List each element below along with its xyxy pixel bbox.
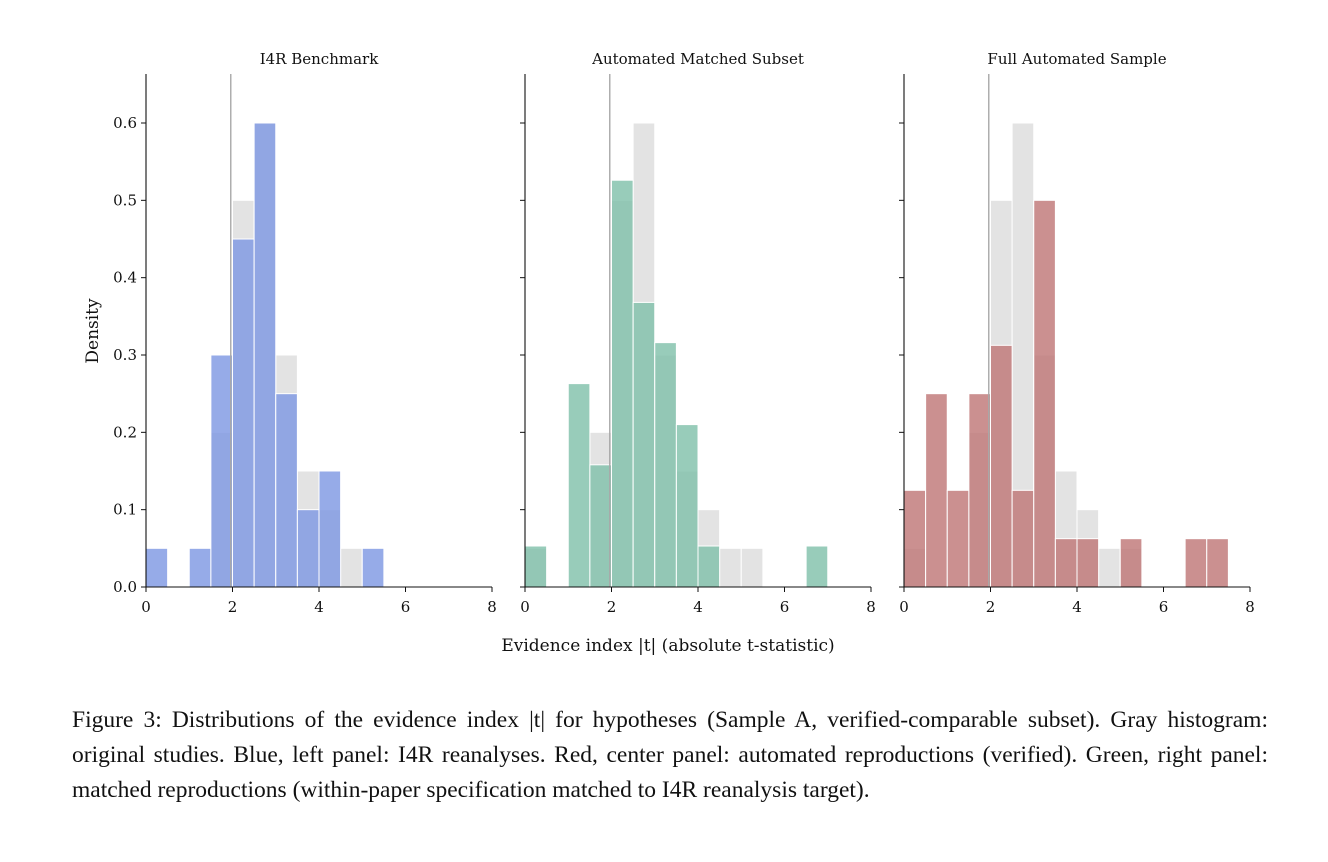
figure-caption: Figure 3: Distributions of the evidence …: [72, 707, 1268, 803]
reproduction-bar: [654, 342, 677, 588]
reproduction-bar: [253, 122, 277, 588]
panel-2: 0 2 4 6 8 Automated Matched Subset: [520, 50, 876, 616]
y-tick-label: 0.5: [113, 191, 137, 209]
reproduction-bar: [1076, 538, 1100, 588]
reproduction-bar: [567, 383, 591, 588]
original-bar: [740, 547, 764, 588]
reproduction-bar: [1184, 538, 1208, 588]
y-tick-label: 0.4: [113, 269, 137, 287]
x-tick-label: 4: [314, 598, 324, 616]
panel-1: 0 2 4 6 8 0.0 0.1 0.2 0.3 0.4 0.5 0.6 I4R Benchmark: [113, 50, 497, 616]
reproduction-bar: [675, 424, 699, 588]
y-tick-label: 0.3: [113, 346, 137, 364]
y-tick-label: 0.6: [113, 114, 137, 132]
reproduction-bar: [611, 179, 634, 588]
original-bar: [719, 547, 742, 588]
x-tick-label: 2: [986, 598, 996, 616]
original-bar: [340, 547, 363, 588]
reproduction-bar: [805, 545, 829, 588]
panel-title: I4R Benchmark: [260, 50, 379, 68]
x-tick-label: 4: [693, 598, 703, 616]
x-tick-label: 6: [780, 598, 790, 616]
reproduction-bar: [210, 354, 234, 588]
reproduction-bar: [697, 545, 721, 588]
reproduction-bar: [1033, 199, 1056, 588]
y-tick-label: 0.0: [113, 578, 137, 596]
x-tick-label: 0: [899, 598, 909, 616]
panel-title: Automated Matched Subset: [591, 50, 804, 68]
reproduction-bar: [632, 301, 656, 588]
x-tick-label: 6: [401, 598, 411, 616]
y-tick-label: 0.2: [113, 423, 137, 441]
reproduction-bar: [318, 470, 342, 588]
reproduction-histogram: [145, 122, 385, 588]
reproduction-bar: [990, 344, 1013, 588]
panel-title: Full Automated Sample: [987, 50, 1166, 68]
x-tick-label: 4: [1072, 598, 1082, 616]
x-tick-label: 2: [228, 598, 238, 616]
reproduction-bar: [1206, 538, 1229, 588]
reproduction-bar: [589, 464, 613, 588]
reproduction-bar: [232, 238, 255, 588]
reproduction-bar: [1054, 538, 1078, 588]
x-axis-label: Evidence index |t| (absolute t-statistic…: [501, 636, 834, 656]
reproduction-bar: [903, 489, 927, 588]
reproduction-bar: [524, 545, 548, 588]
y-axis-label: Density: [83, 298, 103, 364]
x-tick-label: 8: [1245, 598, 1255, 616]
x-tick-label: 0: [141, 598, 151, 616]
x-tick-label: 2: [607, 598, 617, 616]
reproduction-bar: [275, 393, 298, 588]
reproduction-bar: [1011, 489, 1035, 588]
reproduction-bar: [946, 489, 970, 588]
y-tick-label: 0.1: [113, 501, 137, 519]
panel-3: 0 2 4 6 8 Full Automated Sample: [899, 50, 1255, 616]
x-tick-label: 8: [866, 598, 876, 616]
reproduction-bar: [968, 393, 992, 588]
x-tick-label: 8: [487, 598, 497, 616]
reproduction-bar: [361, 547, 385, 588]
x-tick-label: 6: [1159, 598, 1169, 616]
original-bar: [1098, 547, 1121, 588]
reproduction-bar: [188, 547, 212, 588]
reproduction-bar: [925, 393, 948, 588]
x-tick-label: 0: [520, 598, 530, 616]
reproduction-bar: [296, 509, 320, 588]
reproduction-bar: [145, 547, 169, 588]
reproduction-bar: [1119, 538, 1143, 588]
reproduction-histogram: [524, 179, 829, 588]
